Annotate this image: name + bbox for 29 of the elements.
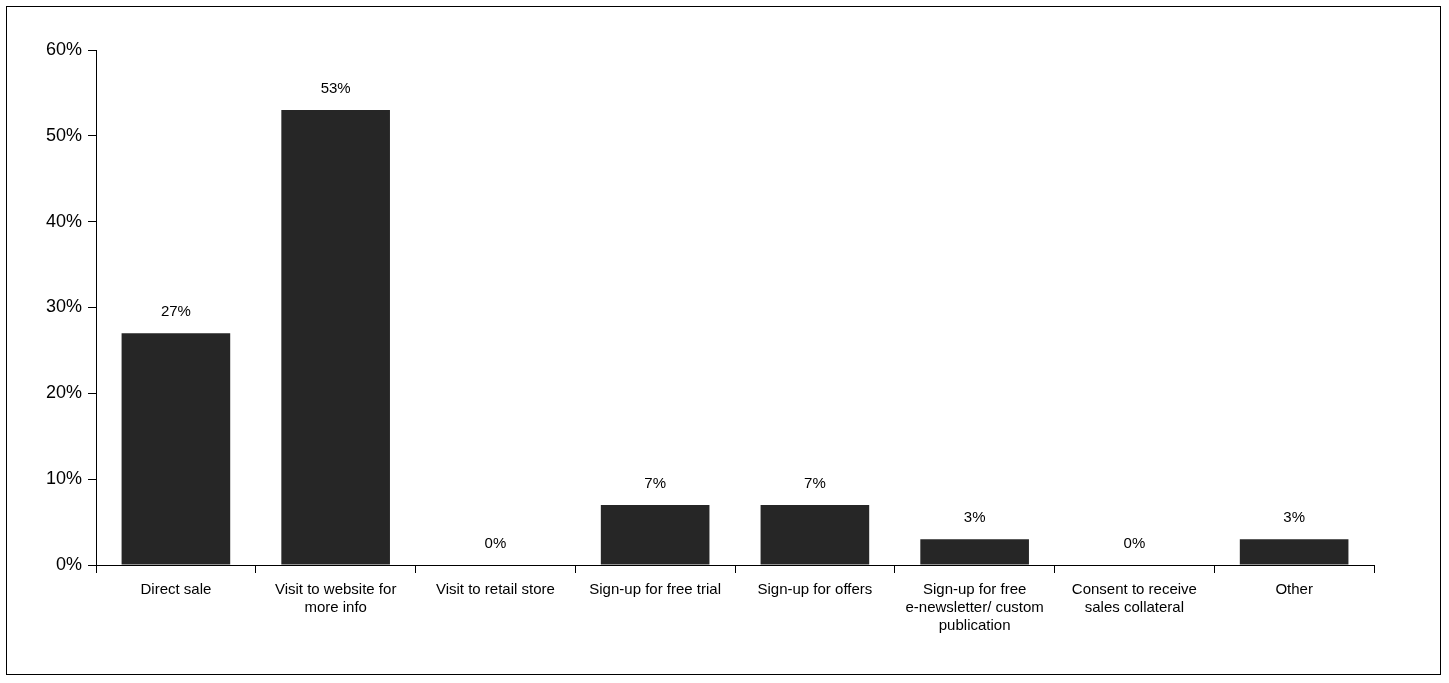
data-label: 0%	[1123, 533, 1146, 551]
y-tick-label: 30%	[46, 296, 83, 317]
data-label: 7%	[644, 473, 666, 491]
x-tick-label: Direct sale	[140, 580, 212, 598]
x-tick-label: Sign-up for free trial	[589, 580, 722, 598]
data-label: 7%	[804, 473, 826, 491]
bar	[121, 333, 231, 565]
data-label: 3%	[963, 507, 986, 525]
data-label: 53%	[320, 78, 351, 96]
data-label: 3%	[1283, 507, 1305, 525]
data-label: 0%	[484, 533, 507, 551]
bar	[760, 504, 870, 565]
x-tick-label: Sign-up for offers	[757, 580, 873, 598]
x-tick-label: Other	[1275, 580, 1313, 598]
y-tick-label: 50%	[46, 124, 83, 145]
x-tick-label: Visit to website for more info	[274, 580, 397, 616]
y-tick-label: 40%	[46, 210, 83, 231]
bar	[281, 110, 390, 565]
x-tick-label: Sign-up for free e-newsletter/ custom publication	[905, 580, 1044, 634]
x-tick-label: Visit to retail store	[435, 580, 555, 598]
x-tick-label: Consent to receive sales collateral	[1071, 580, 1197, 616]
y-tick-label: 0%	[56, 553, 83, 574]
y-tick-label: 20%	[46, 382, 83, 403]
data-label: 27%	[160, 301, 191, 319]
y-tick-label: 60%	[46, 38, 83, 59]
bar	[1239, 539, 1349, 565]
bar	[600, 504, 710, 565]
y-tick-label: 10%	[46, 468, 83, 489]
bar	[920, 539, 1029, 565]
